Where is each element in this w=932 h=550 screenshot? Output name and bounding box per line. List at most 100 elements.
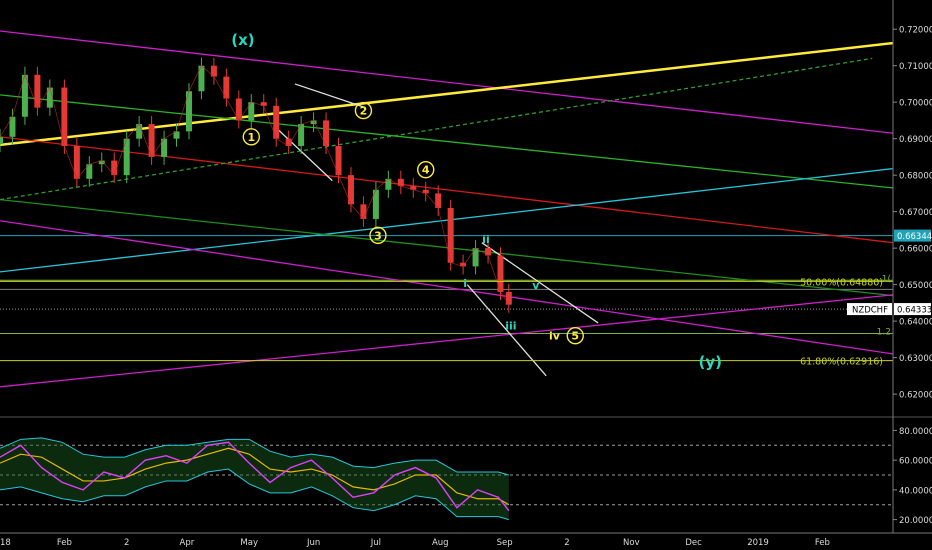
ind-y-tick-label-2: 40.0000 bbox=[899, 486, 932, 496]
fib-label-0: 50.00%(0.64880) bbox=[800, 277, 883, 288]
candle-body-20 bbox=[248, 102, 255, 121]
y-tick-label-4: 0.68000 bbox=[899, 172, 932, 182]
ind-y-tick-label-1: 60.0000 bbox=[899, 457, 932, 467]
x-tick-label-6: Jul bbox=[370, 538, 381, 548]
wave-label-6: iv bbox=[549, 330, 561, 343]
ind-y-tick-label-3: 20.0000 bbox=[899, 516, 932, 526]
candle-body-24 bbox=[298, 124, 305, 146]
trend-line-1 bbox=[0, 30, 893, 134]
x-tick-label-3: Apr bbox=[180, 538, 195, 548]
candle-body-37 bbox=[460, 262, 467, 267]
candle-body-12 bbox=[148, 124, 155, 157]
wave-circle-1 bbox=[242, 128, 260, 146]
candle-body-16 bbox=[198, 65, 205, 92]
candle-body-9 bbox=[111, 160, 118, 176]
y-tick-label-7: 0.65000 bbox=[899, 281, 932, 291]
candle-body-31 bbox=[385, 178, 392, 190]
x-tick-label-9: 2 bbox=[564, 538, 569, 548]
y-tick-label-3: 0.69000 bbox=[899, 135, 932, 145]
candle-body-13 bbox=[161, 138, 168, 157]
x-tick-label-5: Jun bbox=[306, 538, 320, 548]
candle-body-29 bbox=[360, 204, 367, 219]
ind-signal-line bbox=[0, 447, 510, 506]
candle-body-5 bbox=[61, 87, 68, 146]
candle-body-22 bbox=[273, 105, 280, 139]
candle-body-11 bbox=[136, 124, 143, 139]
y-tick-label-2: 0.70000 bbox=[899, 99, 932, 109]
fib-mark-1: 1.2 bbox=[877, 328, 891, 338]
candle-body-10 bbox=[123, 138, 130, 176]
x-tick-label-1: Feb bbox=[57, 538, 72, 548]
candle-body-15 bbox=[185, 91, 192, 132]
ind-band-lower bbox=[0, 468, 509, 521]
last-price-tag-symbol-bg bbox=[847, 303, 892, 316]
trend-line-3 bbox=[0, 94, 893, 189]
candle-body-33 bbox=[410, 186, 417, 190]
candle-body-4 bbox=[46, 87, 53, 108]
trend-line-6 bbox=[0, 198, 893, 297]
candle-body-30 bbox=[372, 189, 379, 219]
ind-y-tick-label-0: 80.0000 bbox=[899, 427, 932, 437]
y-tick-label-0: 0.72000 bbox=[899, 26, 932, 36]
candle-body-6 bbox=[73, 145, 80, 179]
wave-label-9: iii bbox=[505, 320, 516, 333]
ind-band-fill bbox=[0, 437, 509, 520]
wave-circle-3 bbox=[369, 226, 387, 245]
wave-circle-4 bbox=[417, 160, 435, 179]
x-tick-label-2: 2 bbox=[124, 538, 129, 548]
candle-body-38 bbox=[472, 248, 479, 267]
x-tick-label-7: Aug bbox=[432, 538, 449, 548]
x-tick-label-13: Feb bbox=[815, 538, 830, 548]
last-price-tag-bg bbox=[894, 303, 931, 316]
y-tick-label-8: 0.64000 bbox=[899, 318, 932, 328]
candle-body-2 bbox=[21, 74, 28, 117]
candle-body-26 bbox=[323, 120, 330, 146]
y-tick-label-6: 0.66000 bbox=[899, 245, 932, 255]
trend-line-10 bbox=[273, 125, 333, 182]
level-tag-bg bbox=[894, 229, 931, 242]
wave-label-7: ii bbox=[482, 233, 490, 246]
trend-line-7 bbox=[0, 220, 893, 355]
fib-mark-0: 1( bbox=[882, 274, 891, 284]
wave-circle-5 bbox=[566, 327, 584, 345]
candle-body-34 bbox=[422, 189, 429, 194]
candle-body-14 bbox=[173, 131, 180, 139]
wave-label-3: 3 bbox=[374, 229, 382, 242]
candle-body-28 bbox=[347, 175, 354, 205]
x-tick-label-4: May bbox=[240, 538, 258, 548]
y-tick-label-5: 0.67000 bbox=[899, 208, 932, 218]
candle-body-36 bbox=[447, 208, 454, 263]
x-tick-label-11: Dec bbox=[685, 538, 702, 548]
trend-line-5 bbox=[0, 167, 893, 273]
candle-body-40 bbox=[497, 255, 504, 292]
ind-band-upper bbox=[0, 437, 509, 476]
wave-label-5: 5 bbox=[571, 330, 579, 343]
candle-body-23 bbox=[285, 138, 292, 146]
price-series-line bbox=[0, 65, 510, 305]
x-tick-label-0: 2018 bbox=[0, 538, 11, 548]
last-price-tag-text: 0.64333 bbox=[897, 306, 932, 316]
candle-body-8 bbox=[98, 160, 105, 165]
candle-body-19 bbox=[235, 98, 242, 121]
y-tick-label-9: 0.63000 bbox=[899, 354, 932, 364]
candle-body-0 bbox=[0, 136, 3, 145]
level-tag-text: 0.66344 bbox=[897, 232, 932, 242]
trend-line-11 bbox=[294, 83, 366, 109]
wave-label-2: 2 bbox=[360, 105, 368, 118]
wave-label-0: (x) bbox=[231, 31, 254, 49]
candle-body-27 bbox=[335, 145, 342, 176]
candle-body-18 bbox=[223, 76, 230, 99]
wave-label-8: i bbox=[463, 277, 467, 290]
candle-body-41 bbox=[505, 291, 512, 305]
trend-line-9 bbox=[0, 57, 873, 201]
candle-body-39 bbox=[485, 248, 492, 256]
candle-body-1 bbox=[9, 116, 16, 137]
fib-label-1: 61.80%(0.62916) bbox=[800, 357, 883, 368]
candle-body-7 bbox=[86, 164, 93, 179]
candle-body-32 bbox=[397, 178, 404, 187]
wave-circle-2 bbox=[354, 101, 373, 120]
y-tick-label-10: 0.62000 bbox=[899, 391, 932, 401]
wave-label-10: v bbox=[532, 279, 540, 292]
wave-label-1: 1 bbox=[247, 131, 255, 144]
